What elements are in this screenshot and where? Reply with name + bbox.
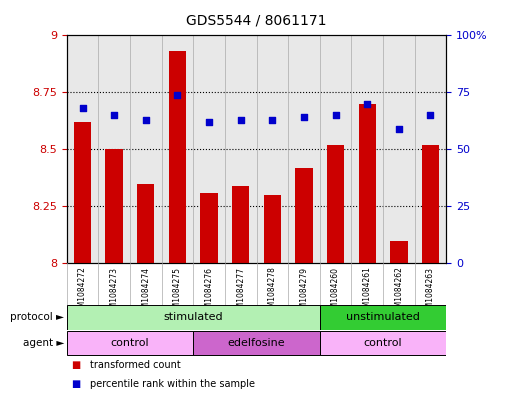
Text: GSM1084263: GSM1084263 xyxy=(426,266,435,318)
Text: ■: ■ xyxy=(72,360,84,371)
Text: GSM1084275: GSM1084275 xyxy=(173,266,182,318)
Text: ■: ■ xyxy=(72,379,84,389)
Point xyxy=(394,126,403,132)
Bar xyxy=(193,331,320,355)
Point xyxy=(331,112,340,118)
Bar xyxy=(320,305,446,330)
Bar xyxy=(327,145,344,263)
Point xyxy=(142,117,150,123)
Point xyxy=(268,117,277,123)
Text: GSM1084260: GSM1084260 xyxy=(331,266,340,318)
Bar xyxy=(106,149,123,263)
Point xyxy=(300,114,308,121)
Bar xyxy=(169,51,186,263)
Text: edelfosine: edelfosine xyxy=(228,338,285,348)
Point xyxy=(426,112,435,118)
Point xyxy=(173,92,182,98)
Bar xyxy=(295,167,312,263)
Point xyxy=(236,117,245,123)
Text: GSM1084278: GSM1084278 xyxy=(268,266,277,318)
Bar xyxy=(320,331,446,355)
Point xyxy=(110,112,118,118)
Point xyxy=(78,105,87,112)
Text: unstimulated: unstimulated xyxy=(346,312,420,322)
Text: control: control xyxy=(364,338,402,348)
Point xyxy=(205,119,213,125)
Text: protocol ►: protocol ► xyxy=(10,312,64,322)
Text: percentile rank within the sample: percentile rank within the sample xyxy=(90,379,255,389)
Text: agent ►: agent ► xyxy=(23,338,64,348)
Text: transformed count: transformed count xyxy=(90,360,181,371)
Bar xyxy=(359,104,376,263)
Bar xyxy=(422,145,439,263)
Text: GSM1084277: GSM1084277 xyxy=(236,266,245,318)
Text: GSM1084279: GSM1084279 xyxy=(300,266,308,318)
Text: GSM1084262: GSM1084262 xyxy=(394,266,403,318)
Text: GSM1084276: GSM1084276 xyxy=(205,266,213,318)
Text: control: control xyxy=(111,338,149,348)
Bar xyxy=(137,184,154,263)
Text: GSM1084272: GSM1084272 xyxy=(78,266,87,318)
Bar xyxy=(74,122,91,263)
Bar xyxy=(232,186,249,263)
Text: GSM1084273: GSM1084273 xyxy=(110,266,119,318)
Text: stimulated: stimulated xyxy=(164,312,223,322)
Bar xyxy=(390,241,407,263)
Text: GSM1084274: GSM1084274 xyxy=(141,266,150,318)
Text: GSM1084261: GSM1084261 xyxy=(363,266,372,318)
Bar xyxy=(201,193,218,263)
Bar xyxy=(264,195,281,263)
Bar xyxy=(67,305,320,330)
Text: GDS5544 / 8061171: GDS5544 / 8061171 xyxy=(186,14,327,28)
Point xyxy=(363,101,371,107)
Bar xyxy=(67,331,193,355)
